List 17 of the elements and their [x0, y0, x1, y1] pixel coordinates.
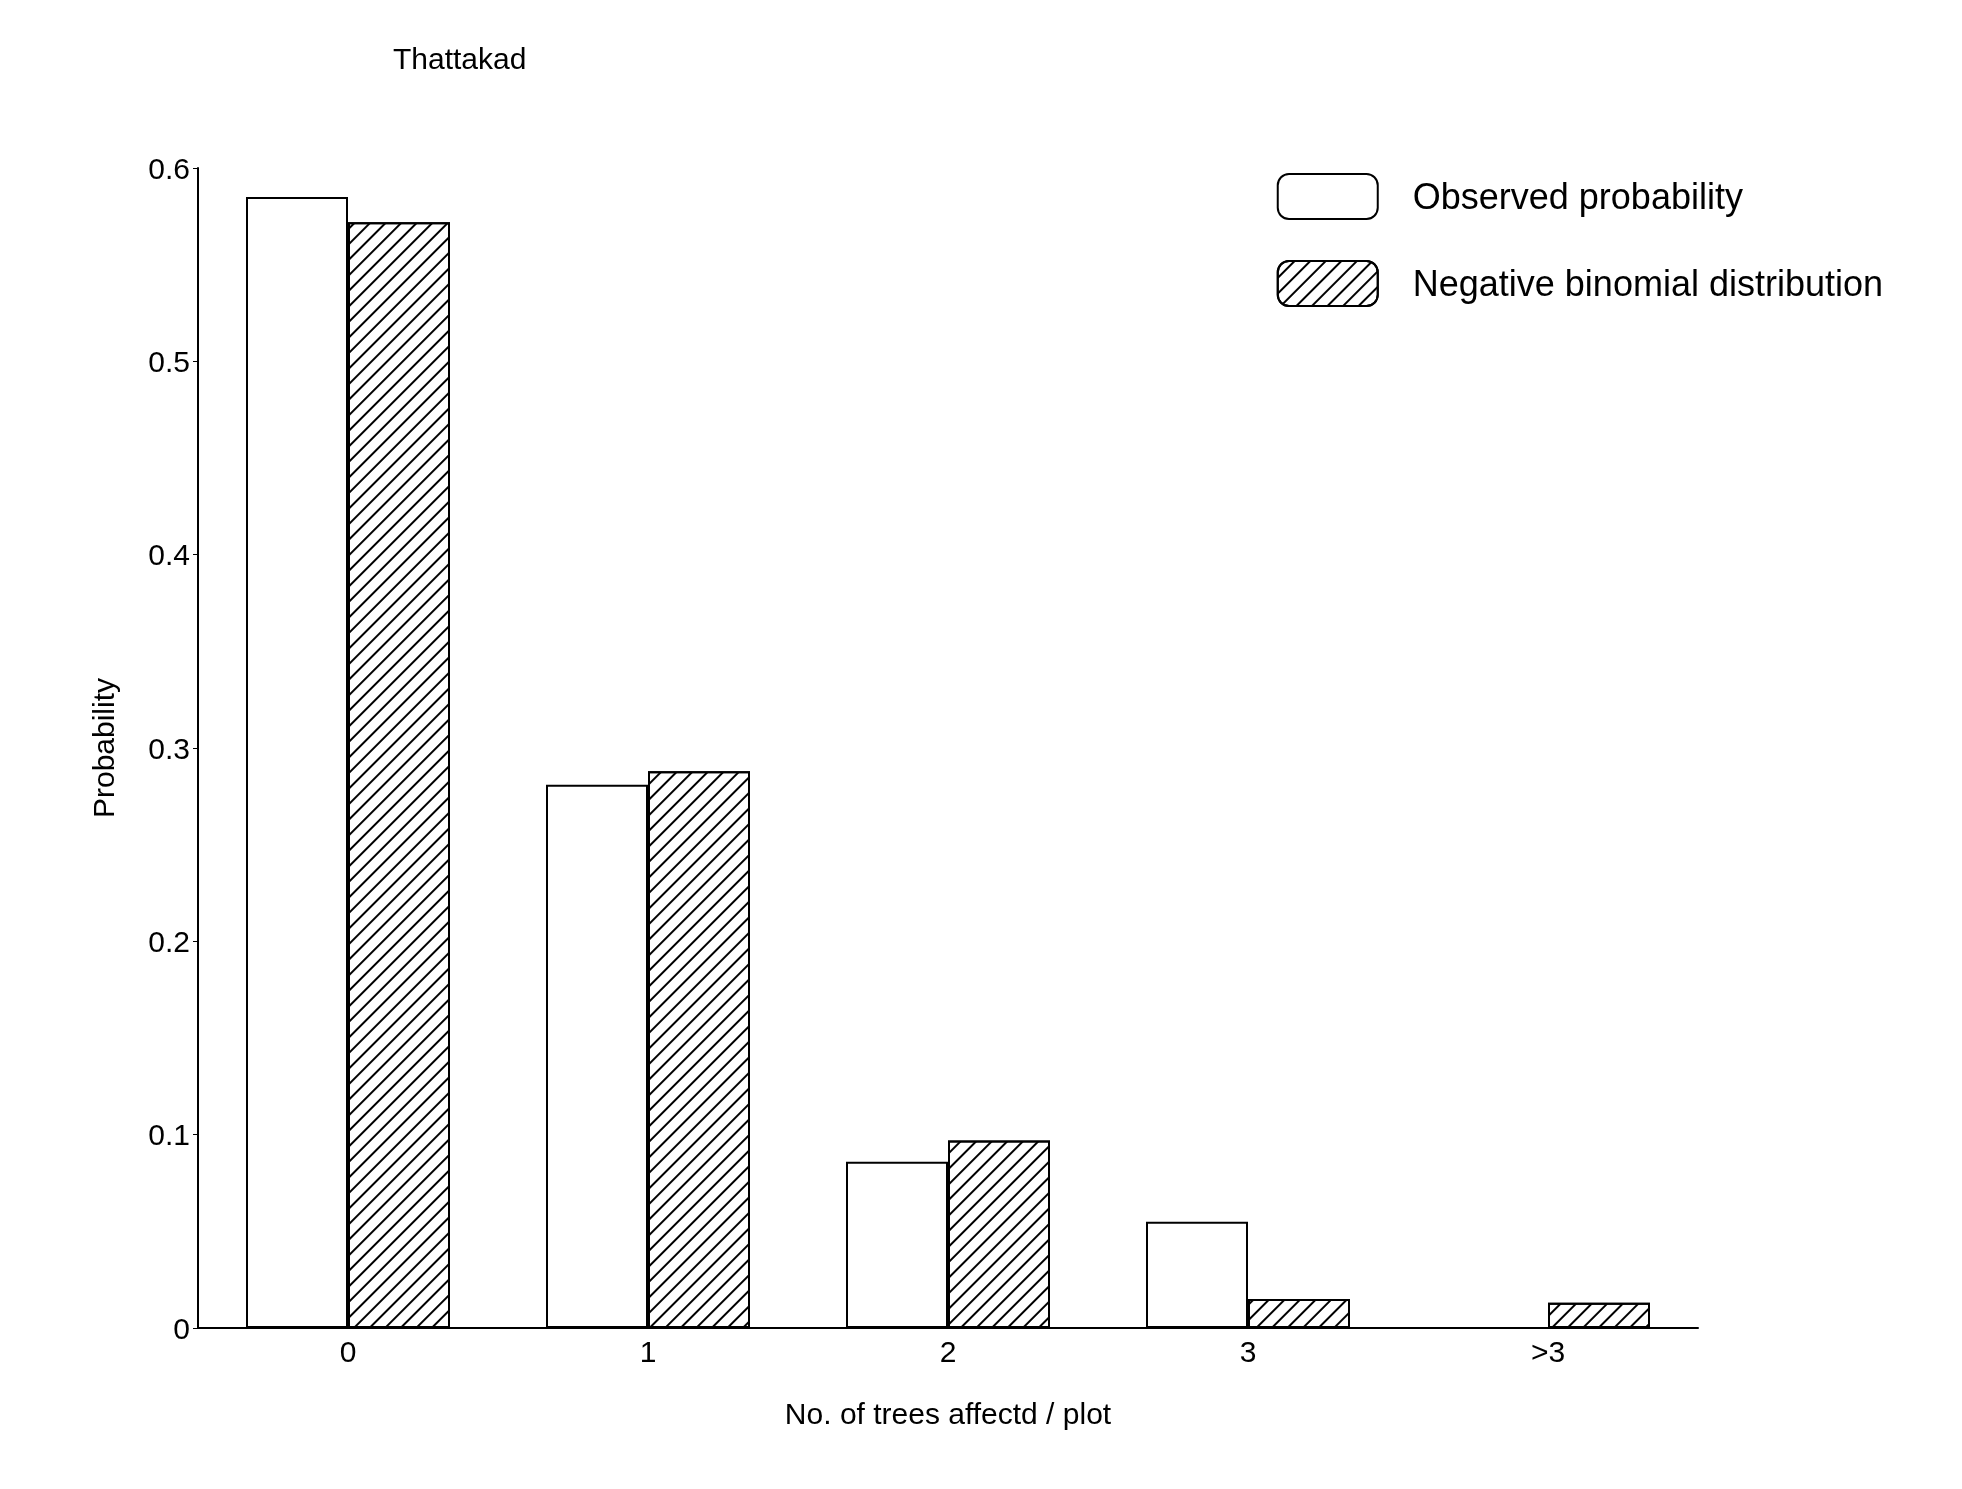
y-tick-label: 0.5	[148, 344, 190, 378]
x-tick-label: 1	[639, 1334, 657, 1368]
chart-title: Thattakad	[393, 41, 527, 75]
x-axis-title: No. of trees affectd / plot	[784, 1396, 1112, 1430]
x-tick-label: >3	[1530, 1334, 1566, 1368]
y-axis-title: Probability	[86, 677, 120, 819]
y-tick-label: 0.3	[148, 731, 190, 765]
x-tick-label: 2	[939, 1334, 957, 1368]
y-tick-label: 0.6	[148, 151, 190, 185]
x-tick-label: 3	[1239, 1334, 1257, 1368]
legend-label: Observed probability	[1412, 176, 1743, 217]
y-tick-label: 0.1	[148, 1118, 190, 1152]
x-tick-label: 0	[339, 1334, 357, 1368]
y-tick-label: 0	[173, 1311, 190, 1345]
y-tick-label: 0.4	[148, 538, 190, 572]
legend-label: Negative binomial distribution	[1412, 263, 1883, 304]
y-tick-label: 0.2	[148, 924, 190, 958]
